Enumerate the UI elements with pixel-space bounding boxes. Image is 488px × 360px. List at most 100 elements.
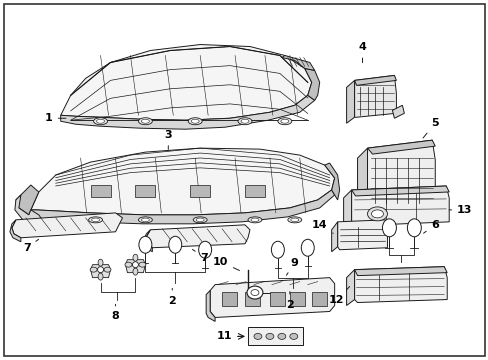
Text: 2: 2	[285, 292, 293, 310]
Polygon shape	[392, 105, 404, 118]
Text: 14: 14	[311, 220, 333, 233]
Ellipse shape	[191, 119, 199, 123]
Ellipse shape	[250, 218, 259, 222]
Ellipse shape	[133, 254, 138, 261]
Polygon shape	[12, 213, 122, 238]
Text: 1: 1	[45, 113, 66, 123]
Ellipse shape	[238, 118, 251, 125]
Polygon shape	[15, 195, 46, 228]
Text: 9: 9	[286, 258, 298, 275]
Bar	[135, 185, 155, 197]
Ellipse shape	[139, 236, 152, 253]
Polygon shape	[351, 186, 448, 196]
Ellipse shape	[382, 219, 396, 237]
Polygon shape	[304, 68, 319, 100]
Polygon shape	[210, 278, 334, 318]
Polygon shape	[16, 185, 39, 215]
Ellipse shape	[88, 217, 102, 223]
Ellipse shape	[141, 119, 149, 123]
Text: 6: 6	[423, 220, 438, 233]
Polygon shape	[331, 222, 337, 252]
Ellipse shape	[141, 218, 149, 222]
Polygon shape	[351, 186, 448, 226]
Polygon shape	[367, 140, 434, 154]
Bar	[289, 292, 304, 306]
Ellipse shape	[198, 241, 211, 258]
Polygon shape	[367, 140, 434, 206]
Ellipse shape	[371, 210, 383, 218]
Polygon shape	[61, 45, 311, 120]
Text: 8: 8	[111, 304, 119, 321]
Ellipse shape	[289, 333, 297, 339]
Ellipse shape	[98, 273, 103, 280]
Ellipse shape	[138, 118, 152, 125]
Ellipse shape	[407, 219, 421, 237]
Ellipse shape	[250, 289, 259, 296]
Bar	[244, 185, 264, 197]
Polygon shape	[343, 190, 351, 228]
Ellipse shape	[98, 267, 103, 273]
Polygon shape	[10, 220, 21, 242]
Ellipse shape	[133, 268, 138, 275]
Polygon shape	[61, 95, 314, 129]
Ellipse shape	[277, 118, 291, 125]
Polygon shape	[29, 190, 334, 224]
Ellipse shape	[253, 333, 262, 339]
Polygon shape	[354, 267, 447, 302]
Ellipse shape	[138, 217, 152, 223]
Ellipse shape	[241, 119, 248, 123]
Text: 7: 7	[192, 249, 207, 263]
Ellipse shape	[93, 118, 107, 125]
Ellipse shape	[96, 119, 104, 123]
Polygon shape	[357, 148, 367, 210]
Polygon shape	[354, 267, 447, 276]
Bar	[222, 292, 237, 306]
Ellipse shape	[139, 262, 145, 267]
Bar	[190, 185, 210, 197]
Ellipse shape	[287, 217, 301, 223]
Text: 13: 13	[448, 205, 471, 215]
Ellipse shape	[193, 217, 207, 223]
Text: 5: 5	[422, 118, 438, 138]
Ellipse shape	[188, 118, 202, 125]
Text: 12: 12	[328, 287, 349, 305]
Polygon shape	[346, 80, 354, 123]
Ellipse shape	[301, 239, 314, 256]
Ellipse shape	[125, 262, 132, 267]
Text: 3: 3	[164, 130, 172, 149]
Ellipse shape	[196, 218, 203, 222]
Polygon shape	[125, 260, 145, 273]
Polygon shape	[143, 230, 152, 252]
Bar	[247, 328, 302, 345]
Bar	[269, 292, 285, 306]
Ellipse shape	[168, 236, 182, 253]
Ellipse shape	[247, 217, 262, 223]
Bar	[244, 292, 260, 306]
Ellipse shape	[290, 218, 298, 222]
Text: 4: 4	[358, 42, 366, 63]
Ellipse shape	[90, 267, 97, 272]
Polygon shape	[337, 220, 386, 250]
Polygon shape	[281, 55, 314, 71]
Ellipse shape	[265, 333, 273, 339]
Polygon shape	[354, 75, 396, 85]
Text: 11: 11	[216, 332, 243, 341]
Ellipse shape	[246, 286, 263, 299]
Ellipse shape	[271, 241, 284, 258]
Ellipse shape	[280, 119, 288, 123]
Ellipse shape	[98, 259, 103, 266]
Text: 7: 7	[23, 239, 39, 253]
Bar	[90, 185, 110, 197]
Ellipse shape	[132, 262, 138, 268]
Polygon shape	[146, 225, 249, 248]
Bar	[311, 292, 326, 306]
Ellipse shape	[277, 333, 285, 339]
Polygon shape	[357, 203, 372, 223]
Polygon shape	[346, 270, 354, 306]
Ellipse shape	[104, 267, 111, 272]
Polygon shape	[90, 265, 110, 278]
Text: 2: 2	[168, 288, 176, 306]
Text: 10: 10	[212, 257, 239, 270]
Polygon shape	[324, 163, 339, 200]
Ellipse shape	[91, 218, 100, 222]
